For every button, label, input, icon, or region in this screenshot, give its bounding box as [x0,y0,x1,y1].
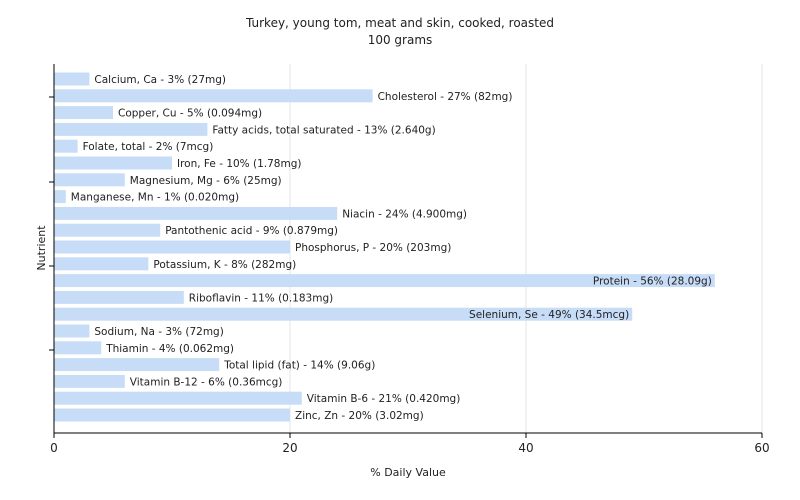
bar-label-5: Iron, Fe - 10% (1.78mg) [177,158,301,170]
bar-label-0: Calcium, Ca - 3% (27mg) [94,74,226,86]
bar-label-2: Copper, Cu - 5% (0.094mg) [118,108,262,120]
bar-20 [54,408,290,422]
bar-4 [54,139,78,153]
bar-label-18: Vitamin B-12 - 6% (0.36mcg) [130,376,283,388]
bar-label-12: Protein - 56% (28.09g) [593,276,712,288]
bar-label-19: Vitamin B-6 - 21% (0.420mg) [307,393,461,405]
bar-label-6: Magnesium, Mg - 6% (25mg) [130,175,282,187]
bar-19 [54,391,302,405]
bar-3 [54,122,208,136]
bar-15 [54,324,90,338]
x-tick-label-1: 20 [282,441,297,455]
bar-label-9: Pantothenic acid - 9% (0.879mg) [165,225,338,237]
bar-label-20: Zinc, Zn - 20% (3.02mg) [295,410,424,422]
bar-label-13: Riboflavin - 11% (0.183mg) [189,292,333,304]
x-tick-label-3: 60 [754,441,769,455]
y-axis-title: Nutrient [35,225,48,271]
bar-label-7: Manganese, Mn - 1% (0.020mg) [71,192,239,204]
bar-14 [54,307,633,321]
bar-1 [54,89,373,103]
x-axis-title: % Daily Value [370,466,446,479]
axes: 0 20 40 60 [49,64,770,455]
bar-8 [54,206,338,220]
bar-11 [54,257,149,271]
bar-label-15: Sodium, Na - 3% (72mg) [94,326,223,338]
bars: Calcium, Ca - 3% (27mg) Cholesterol - 27%… [54,72,715,422]
bar-label-10: Phosphorus, P - 20% (203mg) [295,242,451,254]
bar-10 [54,240,290,254]
chart-title: Turkey, young tom, meat and skin, cooked… [245,16,554,30]
bar-0 [54,72,90,86]
chart-subtitle: 100 grams [368,33,433,47]
bar-2 [54,106,113,120]
bar-label-3: Fatty acids, total saturated - 13% (2.64… [212,124,435,136]
bar-9 [54,223,161,237]
bar-label-4: Folate, total - 2% (7mcg) [83,141,214,153]
bar-12 [54,274,715,288]
bar-label-14: Selenium, Se - 49% (34.5mcg) [469,309,629,321]
bar-13 [54,290,184,304]
bar-label-11: Potassium, K - 8% (282mg) [153,259,296,271]
bar-18 [54,374,125,388]
x-tick-label-2: 40 [518,441,533,455]
bar-16 [54,341,102,355]
bar-7 [54,190,66,204]
bar-label-1: Cholesterol - 27% (82mg) [378,91,513,103]
x-tick-label-0: 0 [50,441,58,455]
bar-label-16: Thiamin - 4% (0.062mg) [105,343,234,355]
bar-label-8: Niacin - 24% (4.900mg) [342,208,467,220]
bar-5 [54,156,172,170]
bar-label-17: Total lipid (fat) - 14% (9.06g) [223,360,375,372]
bar-6 [54,173,125,187]
bar-17 [54,358,220,372]
